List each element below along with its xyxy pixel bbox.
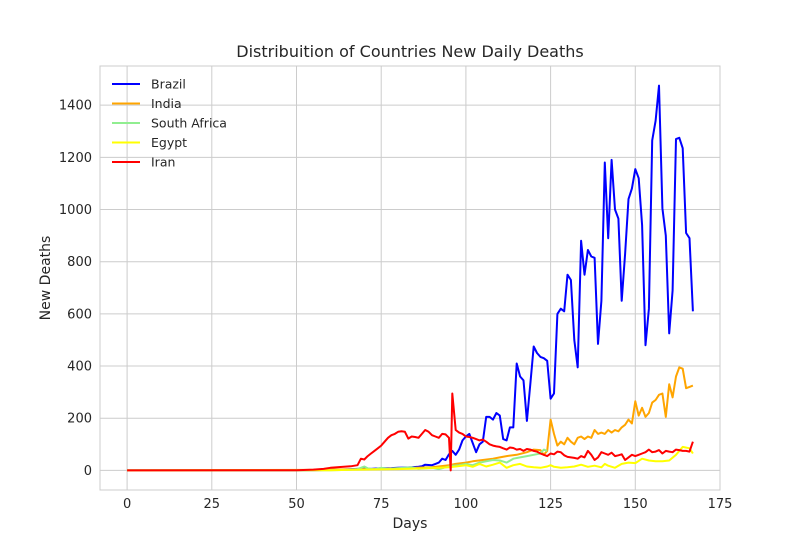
x-tick-label: 50 [288, 497, 305, 512]
series-line-iran [127, 392, 694, 472]
x-tick-label: 175 [708, 497, 733, 512]
series-line-brazil [127, 84, 694, 472]
y-tick-label: 1200 [59, 151, 92, 166]
legend-label: India [151, 96, 182, 111]
x-tick-label: 75 [373, 497, 390, 512]
y-tick-label: 800 [67, 255, 92, 270]
plot-area [99, 65, 721, 491]
y-tick-label: 200 [67, 412, 92, 427]
y-tick-label: 600 [67, 307, 92, 322]
series-line-india [127, 366, 694, 472]
x-tick-label: 125 [538, 497, 563, 512]
legend-label: Egypt [151, 135, 187, 150]
x-tick-label: 100 [453, 497, 478, 512]
series-line-egypt [127, 445, 694, 472]
y-tick-label: 400 [67, 360, 92, 375]
series-layer [127, 84, 694, 472]
x-axis-title: Days [393, 516, 428, 532]
legend-label: South Africa [151, 116, 227, 131]
x-tick-label: 150 [623, 497, 648, 512]
legend-label: Iran [151, 155, 175, 170]
y-axis-title: New Deaths [38, 236, 54, 321]
y-tick-label: 1400 [59, 99, 92, 114]
x-tick-label: 25 [204, 497, 221, 512]
x-tick-label: 0 [123, 497, 131, 512]
y-tick-label: 1000 [59, 203, 92, 218]
legend: Brazil India South Africa Egypt Iran [112, 77, 227, 170]
legend-label: Brazil [151, 77, 186, 92]
tick-labels: 0 25 50 75 100 125 150 175 0 200 400 600 800 1000 1200… [59, 99, 733, 512]
y-tick-label: 0 [84, 464, 92, 479]
chart-title: Distribuition of Countries New Daily Dea… [236, 42, 583, 61]
